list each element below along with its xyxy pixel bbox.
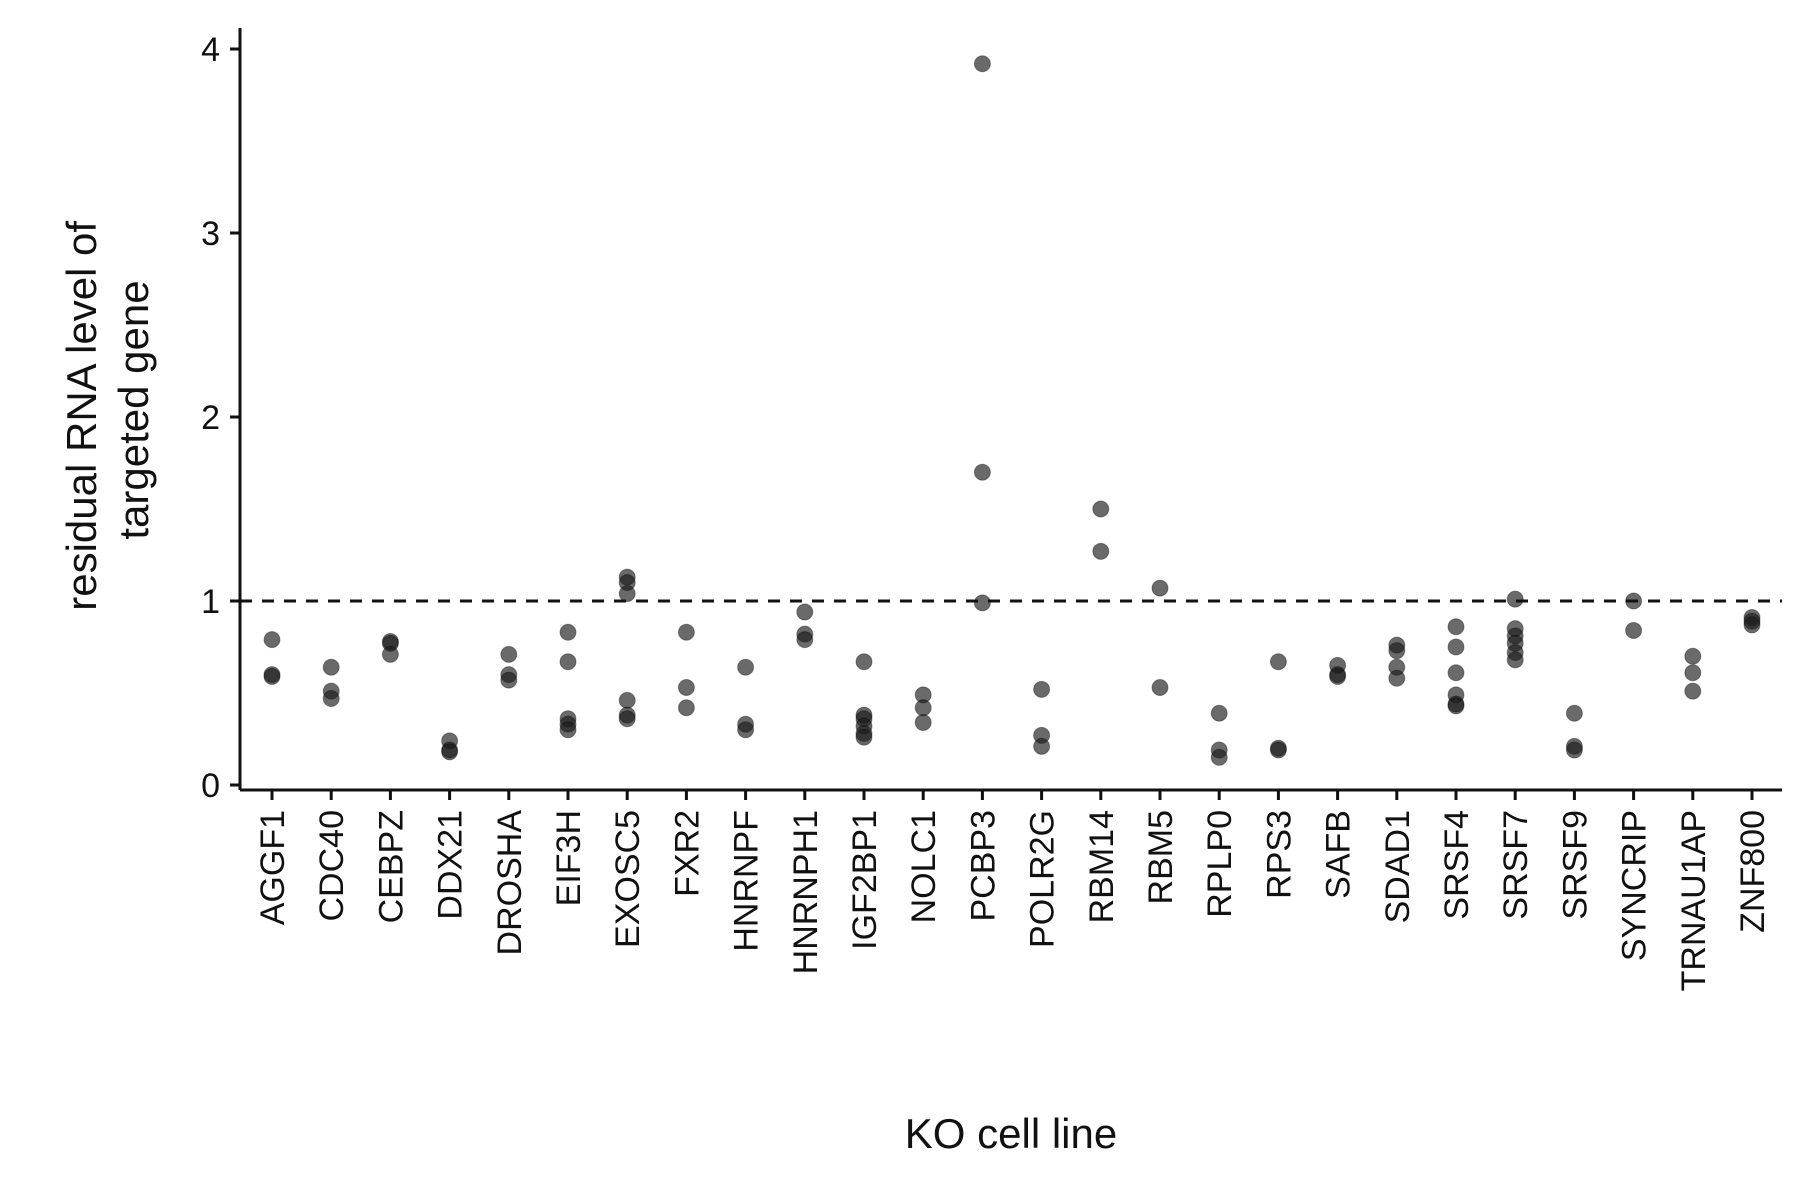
y-tick-label: 3	[201, 215, 220, 253]
data-point	[500, 671, 518, 689]
x-tick-label: RBM5	[1142, 810, 1180, 904]
data-point	[1684, 682, 1702, 700]
x-tick-label: FXR2	[668, 810, 706, 897]
y-axis-title-line-1: residual RNA level of	[58, 221, 105, 611]
data-point	[796, 603, 814, 621]
data-point	[1506, 590, 1524, 608]
y-tick-label: 1	[201, 583, 220, 621]
data-point	[1388, 642, 1406, 660]
data-point	[1684, 647, 1702, 665]
x-tick-label: POLR2G	[1024, 810, 1062, 948]
x-tick-label: DDX21	[432, 810, 470, 920]
x-axis-ticks: AGGF1 CDC40 CEBPZ DDX21 DROSHA EIF3H EXOSC5 FXR…	[254, 790, 1772, 991]
data-point	[1565, 704, 1583, 722]
data-point	[1092, 542, 1110, 560]
data-point	[381, 645, 399, 663]
data-point	[973, 594, 991, 612]
data-point	[973, 55, 991, 73]
x-tick-label: DROSHA	[491, 810, 529, 956]
data-point	[677, 699, 695, 717]
x-tick-label: CEBPZ	[372, 810, 410, 923]
x-tick-label: SAFB	[1320, 810, 1358, 899]
x-tick-label: EXOSC5	[609, 810, 647, 948]
data-point	[1447, 618, 1465, 636]
x-tick-label: SYNCRIP	[1616, 810, 1654, 961]
data-point	[618, 710, 636, 728]
y-tick-label: 0	[201, 767, 220, 805]
data-point	[796, 631, 814, 649]
x-tick-label: AGGF1	[254, 810, 292, 925]
data-point	[677, 678, 695, 696]
data-point	[500, 645, 518, 663]
data-point	[1151, 678, 1169, 696]
data-point	[441, 743, 459, 761]
data-point	[1565, 741, 1583, 759]
data-point	[914, 713, 932, 731]
data-point	[677, 623, 695, 641]
data-point	[1033, 737, 1051, 755]
data-point	[1388, 669, 1406, 687]
data-point	[618, 691, 636, 709]
x-tick-label: SRSF9	[1556, 810, 1594, 920]
data-point	[1210, 748, 1228, 766]
data-point	[855, 653, 873, 671]
data-point	[322, 690, 340, 708]
data-point	[1447, 664, 1465, 682]
data-point	[914, 699, 932, 717]
data-point	[1447, 697, 1465, 715]
y-tick-label: 4	[201, 31, 220, 69]
x-tick-label: IGF2BP1	[846, 810, 884, 950]
data-point	[263, 631, 281, 649]
x-tick-label: ZNF800	[1734, 810, 1772, 933]
data-point	[559, 653, 577, 671]
data-point	[1269, 653, 1287, 671]
data-point	[1684, 664, 1702, 682]
data-point	[1092, 500, 1110, 518]
data-point	[1625, 621, 1643, 639]
points-layer	[263, 55, 1761, 766]
data-point	[1269, 741, 1287, 759]
y-axis-ticks: 0 1 2 3 4	[201, 31, 240, 805]
x-tick-label: HNRNPH1	[787, 810, 825, 974]
data-point	[559, 623, 577, 641]
data-point	[1033, 680, 1051, 698]
x-tick-label: PCBP3	[964, 810, 1002, 922]
data-point	[263, 667, 281, 685]
data-point	[737, 658, 755, 676]
data-point	[973, 463, 991, 481]
data-point	[1506, 651, 1524, 669]
x-tick-label: CDC40	[313, 810, 351, 921]
x-tick-label: EIF3H	[550, 810, 588, 906]
data-point	[618, 585, 636, 603]
x-tick-label: RBM14	[1083, 810, 1121, 923]
x-tick-label: TRNAU1AP	[1675, 810, 1713, 991]
y-axis-title: residual RNA level of targeted gene	[58, 209, 157, 611]
data-point	[737, 721, 755, 739]
y-tick-label: 2	[201, 399, 220, 437]
data-point	[855, 728, 873, 746]
y-axis-title-line-2: targeted gene	[110, 280, 157, 539]
data-point	[1151, 579, 1169, 597]
x-tick-label: NOLC1	[905, 810, 943, 923]
data-point	[1447, 638, 1465, 656]
data-point	[322, 658, 340, 676]
x-axis-title: KO cell line	[905, 1110, 1117, 1157]
data-point	[1329, 667, 1347, 685]
x-tick-label: SDAD1	[1379, 810, 1417, 923]
x-tick-label: RPS3	[1260, 810, 1298, 899]
x-tick-label: SRSF4	[1438, 810, 1476, 920]
data-point	[1743, 616, 1761, 634]
data-point	[1210, 704, 1228, 722]
x-tick-label: RPLP0	[1201, 810, 1239, 918]
data-point	[559, 721, 577, 739]
x-tick-label: HNRNPF	[728, 810, 766, 952]
x-tick-label: SRSF7	[1497, 810, 1535, 920]
